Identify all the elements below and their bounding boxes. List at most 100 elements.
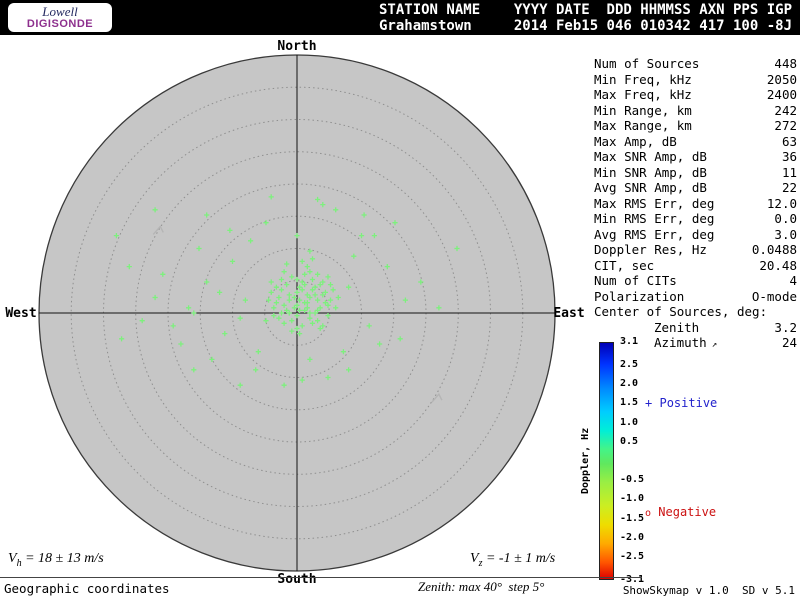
- stat-label: Min Range, km: [594, 102, 692, 118]
- station-header-labels: STATION NAME YYYY DATE DDD HHMMSS AXN PP…: [378, 2, 792, 18]
- source-point: [273, 300, 279, 306]
- source-point: [139, 318, 145, 324]
- source-point: [268, 194, 274, 200]
- source-point: [340, 349, 346, 355]
- stat-value: 24: [781, 335, 797, 350]
- stat-value: 4: [789, 273, 797, 288]
- source-point: [307, 248, 313, 254]
- source-point: [315, 271, 321, 277]
- stat-value: 20.48: [759, 257, 797, 273]
- stat-row: Doppler Res, Hz 0.0488: [594, 242, 797, 258]
- source-point: [304, 264, 310, 270]
- source-point: [307, 294, 313, 301]
- stat-value: 3.2: [774, 319, 797, 335]
- stat-row: Max Freq, kHz 2400: [594, 87, 797, 103]
- source-point: [242, 297, 248, 303]
- source-point: [237, 382, 243, 388]
- stat-label: Azimuth ↗: [654, 335, 718, 350]
- lowell-digisonde-logo: Lowell DIGISONDE: [8, 3, 112, 32]
- source-point: [320, 279, 326, 285]
- stat-value: O-mode: [751, 288, 797, 304]
- source-point: [291, 305, 297, 311]
- source-point: [392, 220, 398, 226]
- stat-row: Center of Sources, deg:: [594, 304, 797, 320]
- source-point: [454, 245, 460, 252]
- source-point: [268, 289, 274, 295]
- vh-symbol: V: [8, 551, 17, 566]
- source-point: [322, 300, 328, 306]
- stat-label: Avg RMS Err, deg: [594, 226, 715, 242]
- source-point: [278, 287, 285, 293]
- source-point: [204, 279, 210, 285]
- stat-value: 2050: [766, 71, 797, 87]
- source-point: [333, 305, 339, 311]
- source-point: [268, 279, 274, 285]
- station-header-values: Grahamstown 2014 Feb15 046 010342 417 10…: [378, 18, 792, 34]
- source-point: [299, 258, 305, 264]
- source-point: [346, 367, 352, 373]
- stat-value: 36: [781, 149, 797, 164]
- source-point: [119, 336, 125, 342]
- source-point: [315, 196, 321, 203]
- source-point: [307, 310, 313, 316]
- source-point: [351, 253, 357, 259]
- stat-value: 2400: [766, 87, 797, 102]
- compass-label-south: South: [277, 572, 316, 587]
- doppler-colorbar: [599, 342, 614, 580]
- stat-label: Polarization: [594, 288, 685, 304]
- source-point: [333, 207, 339, 213]
- source-point: [317, 325, 323, 332]
- source-point: [294, 233, 300, 239]
- source-point: [297, 284, 303, 290]
- coordinate-system-label: Geographic coordinates: [4, 581, 170, 596]
- gray-marks: [152, 225, 443, 403]
- source-point: [302, 307, 308, 313]
- stat-label: Doppler Res, Hz: [594, 242, 707, 257]
- source-point: [325, 302, 331, 308]
- source-point: [436, 305, 442, 311]
- stat-row: Max Range, km 272: [594, 118, 797, 134]
- source-point: [289, 328, 295, 334]
- source-point: [284, 282, 290, 288]
- source-point: [371, 233, 377, 239]
- source-point: [255, 349, 261, 355]
- source-point: [276, 315, 282, 321]
- vh-subscript: h: [16, 557, 22, 569]
- positive-legend: + Positive: [645, 396, 717, 410]
- stat-row: Avg SNR Amp, dB 22: [594, 180, 797, 196]
- stat-row: Min Range, km 242: [594, 103, 797, 119]
- source-point: [286, 292, 292, 298]
- colorbar-axis-label: Doppler, Hz: [580, 427, 591, 495]
- stat-label: Min RMS Err, deg: [594, 211, 715, 226]
- stat-row: CIT, sec 20.48: [594, 258, 797, 274]
- source-point: [309, 287, 316, 293]
- stat-row: Min SNR Amp, dB 11: [594, 165, 797, 181]
- source-point: [248, 238, 254, 244]
- horizontal-velocity-readout: Vh = 18 ± 13 m/s: [8, 551, 104, 569]
- stat-label: Center of Sources, deg:: [594, 304, 768, 319]
- source-point: [304, 292, 310, 298]
- source-point: [227, 227, 233, 233]
- source-point: [289, 274, 295, 280]
- logo-lowell-text: Lowell: [42, 4, 78, 19]
- stat-value: 11: [781, 164, 797, 180]
- source-point: [361, 212, 367, 218]
- source-point: [325, 374, 331, 381]
- source-point: [160, 271, 166, 277]
- source-point: [327, 282, 334, 288]
- source-point: [320, 323, 326, 329]
- source-point: [294, 276, 300, 283]
- azimuth-direction-icon: ↗: [711, 340, 718, 350]
- source-point: [315, 297, 321, 303]
- source-point: [281, 269, 287, 275]
- source-point: [276, 294, 282, 301]
- source-point: [312, 310, 318, 316]
- stat-row: Polarization O-mode: [594, 289, 797, 305]
- source-point: [284, 261, 290, 267]
- source-points: [113, 194, 460, 388]
- source-point: [291, 294, 297, 301]
- vertical-velocity-readout: Vz = -1 ± 1 m/s: [470, 551, 555, 569]
- stat-row: Num of CITs 4: [594, 273, 797, 289]
- source-point: [309, 276, 316, 283]
- stat-row: Avg RMS Err, deg 3.0: [594, 227, 797, 243]
